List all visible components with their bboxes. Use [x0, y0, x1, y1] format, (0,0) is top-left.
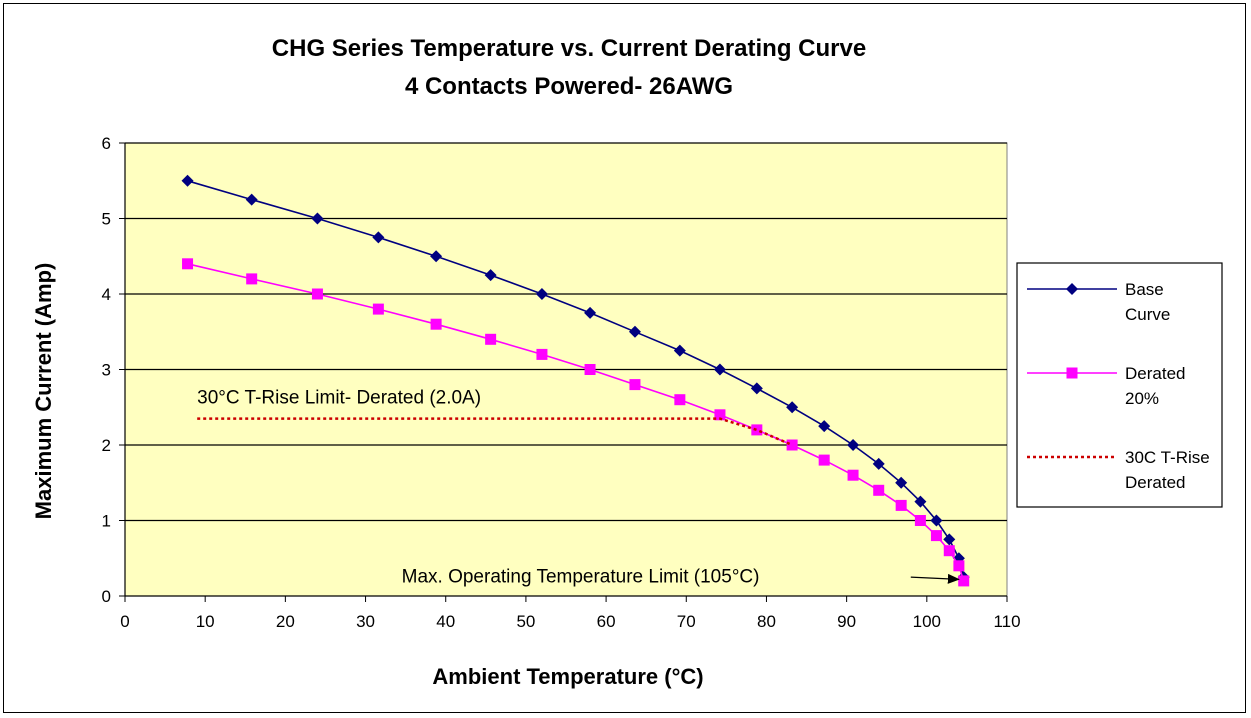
legend-entry-1: Base Curve — [1027, 280, 1170, 324]
y-axis-title: Maximum Current (Amp) — [31, 263, 56, 520]
x-tick-label-20: 20 — [276, 612, 295, 631]
data-point-2-10 — [674, 394, 686, 406]
legend-label-1-2: Curve — [1125, 305, 1170, 324]
data-point-2-13 — [786, 439, 798, 451]
legend-box — [1016, 262, 1223, 508]
data-point-2-3 — [311, 288, 323, 300]
data-point-1-3 — [311, 212, 324, 225]
data-point-1-19 — [930, 514, 943, 527]
x-tick-label-40: 40 — [436, 612, 455, 631]
legend-label-3-2: Derated — [1125, 473, 1185, 492]
data-point-2-11 — [714, 409, 726, 421]
grid-lines — [125, 142, 1007, 522]
data-point-2-9 — [629, 379, 641, 391]
legend-entry-3: 30C T-Rise Derated — [1027, 448, 1210, 492]
y-tick-label-0: 0 — [102, 587, 111, 606]
x-tick-label-0: 0 — [120, 612, 129, 631]
legend: Base Curve Derated 20% 30C T-Rise Derated — [1016, 262, 1223, 508]
x-tick-label-110: 110 — [993, 612, 1020, 631]
annotation-2: Max. Operating Temperature Limit (105°C) — [402, 566, 760, 587]
x-tick-label-100: 100 — [913, 612, 941, 631]
annotation-arrow-2 — [910, 573, 960, 584]
x-axis-title: Ambient Temperature (°C) — [432, 664, 703, 689]
data-point-2-18 — [914, 515, 926, 526]
x-tick-label-30: 30 — [356, 612, 375, 631]
data-point-2-20 — [943, 545, 955, 557]
data-point-1-20 — [943, 533, 956, 546]
data-point-2-8 — [584, 364, 596, 375]
y-tick-label-5: 5 — [102, 210, 111, 229]
data-point-1-1 — [181, 174, 194, 187]
data-point-1-4 — [372, 231, 385, 244]
legend-label-1-1: Base — [1125, 280, 1164, 299]
y-tick-label-2: 2 — [102, 436, 111, 455]
x-tick-label-80: 80 — [757, 612, 776, 631]
series-layer — [181, 174, 970, 587]
data-point-2-16 — [873, 484, 885, 496]
y-tick-label-6: 6 — [102, 134, 111, 153]
series-line-3 — [197, 417, 793, 447]
x-tick-label-50: 50 — [516, 612, 535, 631]
legend-entry-2: Derated 20% — [1027, 364, 1185, 408]
derating-chart: CHG Series Temperature vs. Current Derat… — [31, 35, 1223, 689]
series-3 — [197, 417, 793, 447]
data-point-1-8 — [584, 306, 597, 319]
data-point-1-18 — [914, 495, 927, 508]
data-point-1-10 — [673, 344, 686, 357]
chart-subtitle: 4 Contacts Powered- 26AWG — [405, 73, 733, 100]
series-line-2 — [187, 263, 965, 582]
data-point-1-7 — [535, 288, 548, 300]
legend-marker-2 — [1066, 367, 1078, 379]
data-point-2-6 — [485, 333, 497, 345]
data-point-1-5 — [430, 250, 443, 263]
legend-marker-1 — [1066, 283, 1078, 295]
data-point-1-15 — [847, 439, 860, 451]
annotations: 30°C T-Rise Limit- Derated (2.0A) Max. Op… — [197, 387, 960, 587]
y-tick-label-1: 1 — [102, 512, 111, 531]
x-tick-label-90: 90 — [837, 612, 856, 631]
series-line-1 — [187, 180, 965, 578]
data-point-2-21 — [953, 560, 965, 572]
data-point-1-17 — [895, 476, 908, 489]
chart-frame: CHG Series Temperature vs. Current Derat… — [3, 3, 1246, 713]
series-2 — [182, 258, 970, 587]
data-point-2-7 — [536, 348, 548, 360]
data-point-1-12 — [750, 382, 763, 395]
data-point-2-2 — [246, 273, 258, 285]
x-tick-label-70: 70 — [677, 612, 696, 631]
legend-label-2-2: 20% — [1125, 389, 1159, 408]
annotation-1: 30°C T-Rise Limit- Derated (2.0A) — [197, 387, 481, 408]
y-tick-label-3: 3 — [102, 361, 111, 380]
data-point-2-15 — [847, 469, 859, 481]
y-tick-label-4: 4 — [102, 285, 111, 304]
series-1 — [181, 174, 970, 584]
x-tick-label-10: 10 — [196, 612, 215, 631]
data-point-1-6 — [484, 269, 497, 282]
data-point-2-5 — [430, 318, 442, 330]
data-point-1-2 — [245, 193, 258, 206]
data-point-1-14 — [818, 420, 831, 433]
data-point-1-13 — [786, 401, 799, 414]
data-point-2-12 — [751, 424, 763, 436]
data-point-2-14 — [818, 454, 830, 466]
data-point-1-11 — [713, 363, 726, 376]
data-point-1-16 — [872, 457, 885, 470]
data-point-2-1 — [182, 258, 194, 270]
data-point-2-19 — [930, 530, 942, 542]
chart-title: CHG Series Temperature vs. Current Derat… — [272, 35, 866, 62]
data-point-1-9 — [628, 325, 641, 338]
x-tick-label-60: 60 — [597, 612, 616, 631]
legend-label-3-1: 30C T-Rise — [1125, 448, 1210, 467]
data-point-2-22 — [958, 575, 970, 587]
data-point-2-17 — [895, 499, 907, 511]
legend-label-2-1: Derated — [1125, 364, 1185, 383]
data-point-2-4 — [372, 303, 384, 315]
